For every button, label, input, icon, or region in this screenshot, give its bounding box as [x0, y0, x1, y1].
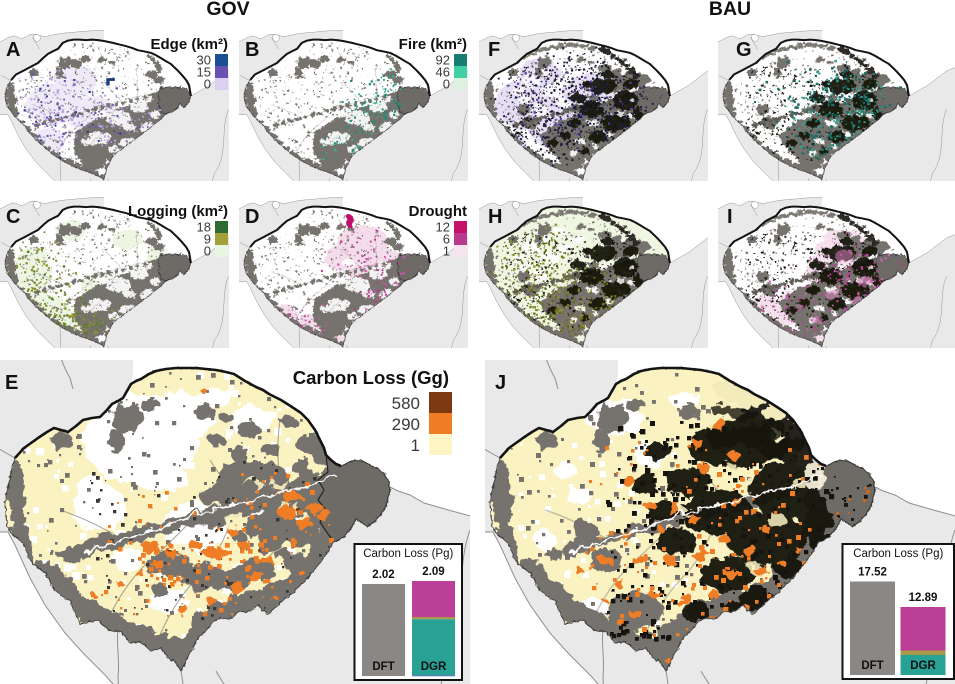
svg-text:G: G [736, 39, 752, 61]
svg-text:B: B [245, 39, 259, 61]
svg-text:DFT: DFT [861, 660, 883, 672]
svg-text:2.09: 2.09 [422, 566, 444, 578]
svg-text:0: 0 [204, 77, 211, 92]
svg-text:J: J [495, 372, 506, 394]
svg-text:9: 9 [204, 232, 211, 247]
svg-text:2.02: 2.02 [372, 569, 394, 581]
svg-text:12: 12 [436, 220, 450, 235]
svg-text:12.89: 12.89 [909, 592, 938, 604]
svg-text:15: 15 [197, 65, 211, 80]
svg-text:580: 580 [392, 394, 420, 413]
svg-text:H: H [488, 206, 502, 228]
svg-text:18: 18 [197, 220, 211, 235]
svg-text:DGR: DGR [910, 660, 936, 672]
svg-text:Fire (km²): Fire (km²) [399, 36, 467, 53]
svg-text:Carbon Loss (Gg): Carbon Loss (Gg) [293, 367, 449, 388]
svg-text:1: 1 [411, 436, 420, 455]
svg-text:DGR: DGR [421, 661, 447, 673]
svg-text:17.52: 17.52 [858, 567, 887, 579]
svg-text:6: 6 [443, 232, 450, 247]
svg-text:I: I [727, 206, 733, 228]
svg-text:290: 290 [392, 415, 420, 434]
svg-text:Edge (km²): Edge (km²) [150, 36, 228, 53]
svg-text:Carbon Loss (Pg): Carbon Loss (Pg) [363, 548, 453, 560]
svg-text:92: 92 [436, 53, 450, 68]
svg-text:1: 1 [443, 244, 450, 259]
svg-text:0: 0 [204, 244, 211, 259]
svg-text:D: D [245, 206, 259, 228]
svg-text:0: 0 [443, 77, 450, 92]
svg-text:E: E [5, 372, 18, 394]
svg-text:A: A [6, 39, 20, 61]
svg-text:Logging (km²): Logging (km²) [128, 203, 228, 220]
svg-text:46: 46 [436, 65, 450, 80]
svg-text:DFT: DFT [372, 661, 394, 673]
svg-text:Drought: Drought [409, 203, 467, 220]
svg-text:30: 30 [197, 53, 211, 68]
svg-text:F: F [488, 39, 500, 61]
svg-text:Carbon Loss (Pg): Carbon Loss (Pg) [853, 548, 943, 560]
svg-text:C: C [6, 206, 20, 228]
